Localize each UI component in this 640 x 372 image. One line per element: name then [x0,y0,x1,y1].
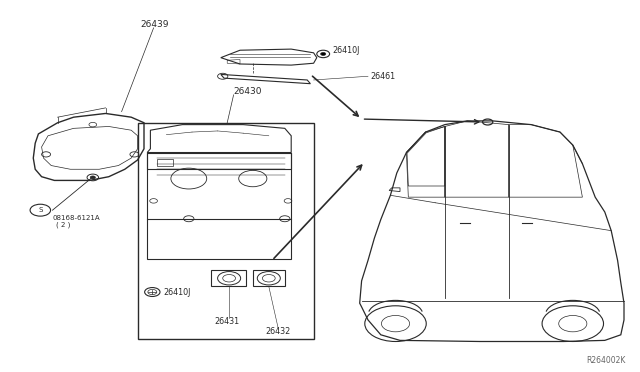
Circle shape [90,176,95,179]
Circle shape [321,52,326,55]
Text: S: S [38,207,42,213]
Text: 26410J: 26410J [163,288,191,296]
Text: ( 2 ): ( 2 ) [56,221,70,228]
Text: 26430: 26430 [234,87,262,96]
Text: 26431: 26431 [214,317,239,326]
Text: 26461: 26461 [370,72,395,81]
Text: 26439: 26439 [141,20,170,29]
Bar [157,159,173,166]
Text: R264002K: R264002K [586,356,626,365]
Text: 26432: 26432 [266,327,291,336]
Bar [138,123,314,339]
Text: 08168-6121A: 08168-6121A [52,215,100,221]
Text: 26410J: 26410J [333,46,360,55]
